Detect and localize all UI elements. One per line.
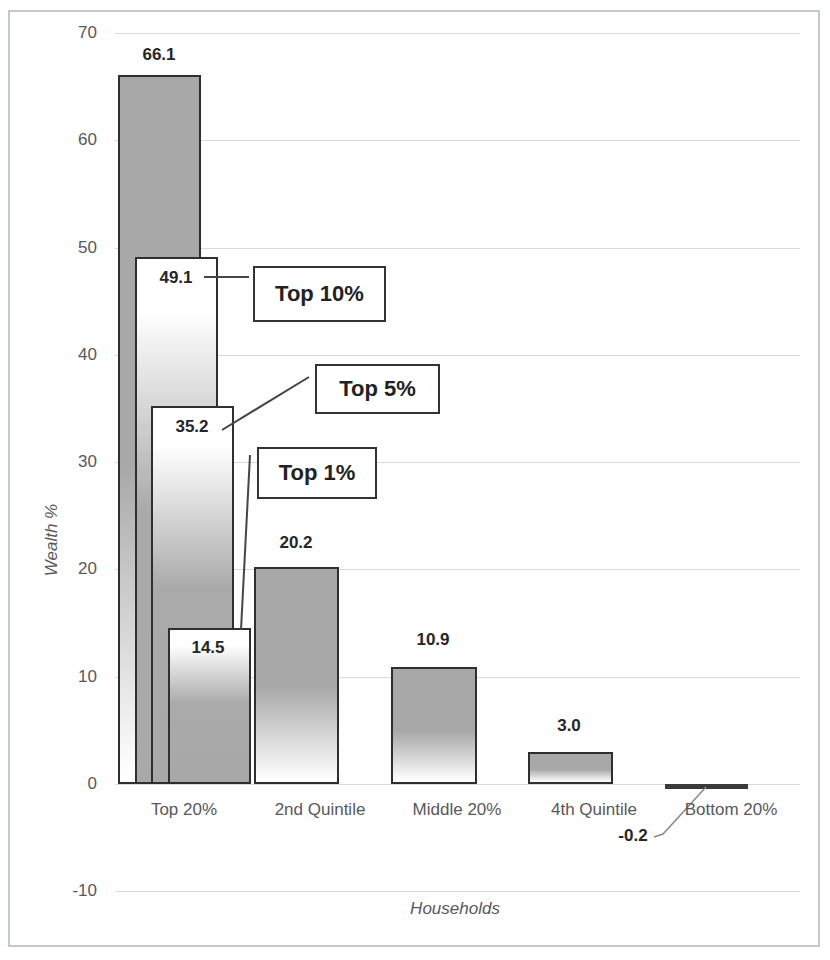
value-label-2nd: 20.2 xyxy=(279,533,312,553)
callout-top-5pct-label: Top 5% xyxy=(339,376,416,402)
callout-top-10pct: Top 10% xyxy=(253,266,386,322)
gridline-70 xyxy=(115,33,800,34)
value-label-top5: 35.2 xyxy=(175,417,208,437)
bar-2nd-quintile xyxy=(254,567,339,784)
gridline-60 xyxy=(115,140,800,141)
xtick-top-20pct: Top 20% xyxy=(151,800,217,820)
ytick-neg10: -10 xyxy=(52,881,97,901)
value-label-top10: 49.1 xyxy=(159,268,192,288)
value-label-middle: 10.9 xyxy=(416,630,449,650)
xtick-4th-quintile: 4th Quintile xyxy=(551,800,637,820)
y-axis-title: Wealth % xyxy=(42,460,64,620)
ytick-10: 10 xyxy=(52,667,97,687)
bar-middle-20pct xyxy=(391,667,477,784)
value-label-4th: 3.0 xyxy=(557,716,581,736)
wealth-distribution-chart: 70 60 50 40 30 20 10 0 -10 66.1 20.2 10.… xyxy=(0,0,830,960)
bar-4th-quintile xyxy=(528,752,613,784)
x-axis-title: Households xyxy=(355,899,555,919)
xtick-bottom-20pct: Bottom 20% xyxy=(685,800,778,820)
callout-top-1pct: Top 1% xyxy=(257,447,377,499)
callout-top-10pct-label: Top 10% xyxy=(275,281,364,307)
ytick-50: 50 xyxy=(52,238,97,258)
xtick-middle-20pct: Middle 20% xyxy=(413,800,502,820)
bar-bottom-20pct-negative xyxy=(665,784,748,789)
ytick-70: 70 xyxy=(52,23,97,43)
callout-top-5pct: Top 5% xyxy=(315,364,440,414)
value-label-top1: 14.5 xyxy=(191,638,224,658)
value-label-bottom: -0.2 xyxy=(618,826,647,846)
gridline-neg10 xyxy=(115,891,800,892)
ytick-0: 0 xyxy=(52,774,97,794)
ytick-60: 60 xyxy=(52,130,97,150)
gridline-50 xyxy=(115,248,800,249)
callout-top-1pct-label: Top 1% xyxy=(279,460,356,486)
ytick-40: 40 xyxy=(52,345,97,365)
value-label-top20: 66.1 xyxy=(142,45,175,65)
xtick-2nd-quintile: 2nd Quintile xyxy=(275,800,366,820)
